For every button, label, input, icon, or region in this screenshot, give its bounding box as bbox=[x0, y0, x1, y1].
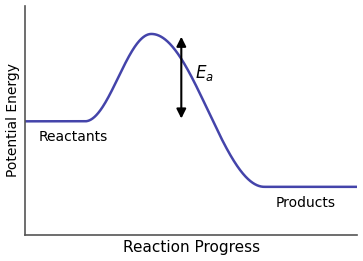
Text: Reactants: Reactants bbox=[38, 130, 108, 144]
Y-axis label: Potential Energy: Potential Energy bbox=[5, 63, 20, 177]
X-axis label: Reaction Progress: Reaction Progress bbox=[123, 240, 260, 256]
Text: $E_a$: $E_a$ bbox=[195, 63, 213, 83]
Text: Products: Products bbox=[276, 195, 336, 210]
